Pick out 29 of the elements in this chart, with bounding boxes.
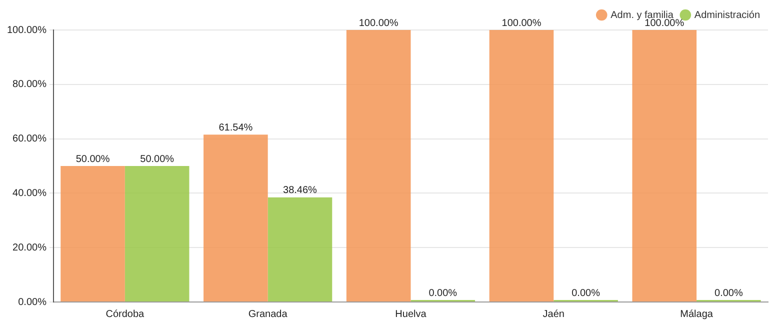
bar <box>124 166 190 302</box>
bar <box>346 30 411 302</box>
data-label: 0.00% <box>714 288 743 299</box>
data-label: 0.00% <box>572 288 600 299</box>
y-tick-label: 0.00% <box>18 296 47 308</box>
y-tick-label: 60.00% <box>12 134 47 145</box>
bar <box>268 197 332 302</box>
data-label: 100.00% <box>644 18 684 29</box>
x-tick-label: Huelva <box>395 308 427 320</box>
data-label: 100.00% <box>502 18 542 29</box>
x-tick-label: Granada <box>248 308 288 320</box>
bar <box>204 134 268 302</box>
x-tick-label: Córdoba <box>106 308 145 320</box>
bar <box>632 30 697 302</box>
data-label: 61.54% <box>218 122 253 134</box>
bar <box>60 166 125 302</box>
data-label: 50.00% <box>140 154 174 165</box>
y-tick-label: 40.00% <box>12 188 47 199</box>
x-tick-label: Jaén <box>542 308 564 320</box>
y-tick-label: 100.00% <box>6 24 47 36</box>
bar <box>489 30 554 302</box>
data-label: 0.00% <box>428 288 458 299</box>
y-tick-label: 20.00% <box>12 242 47 254</box>
x-tick-label: Málaga <box>680 308 714 320</box>
data-label: 50.00% <box>76 154 110 165</box>
y-tick-label: 80.00% <box>12 79 47 90</box>
data-label: 38.46% <box>283 185 318 196</box>
legend-label: Administración <box>694 10 760 21</box>
data-label: 100.00% <box>358 18 398 29</box>
